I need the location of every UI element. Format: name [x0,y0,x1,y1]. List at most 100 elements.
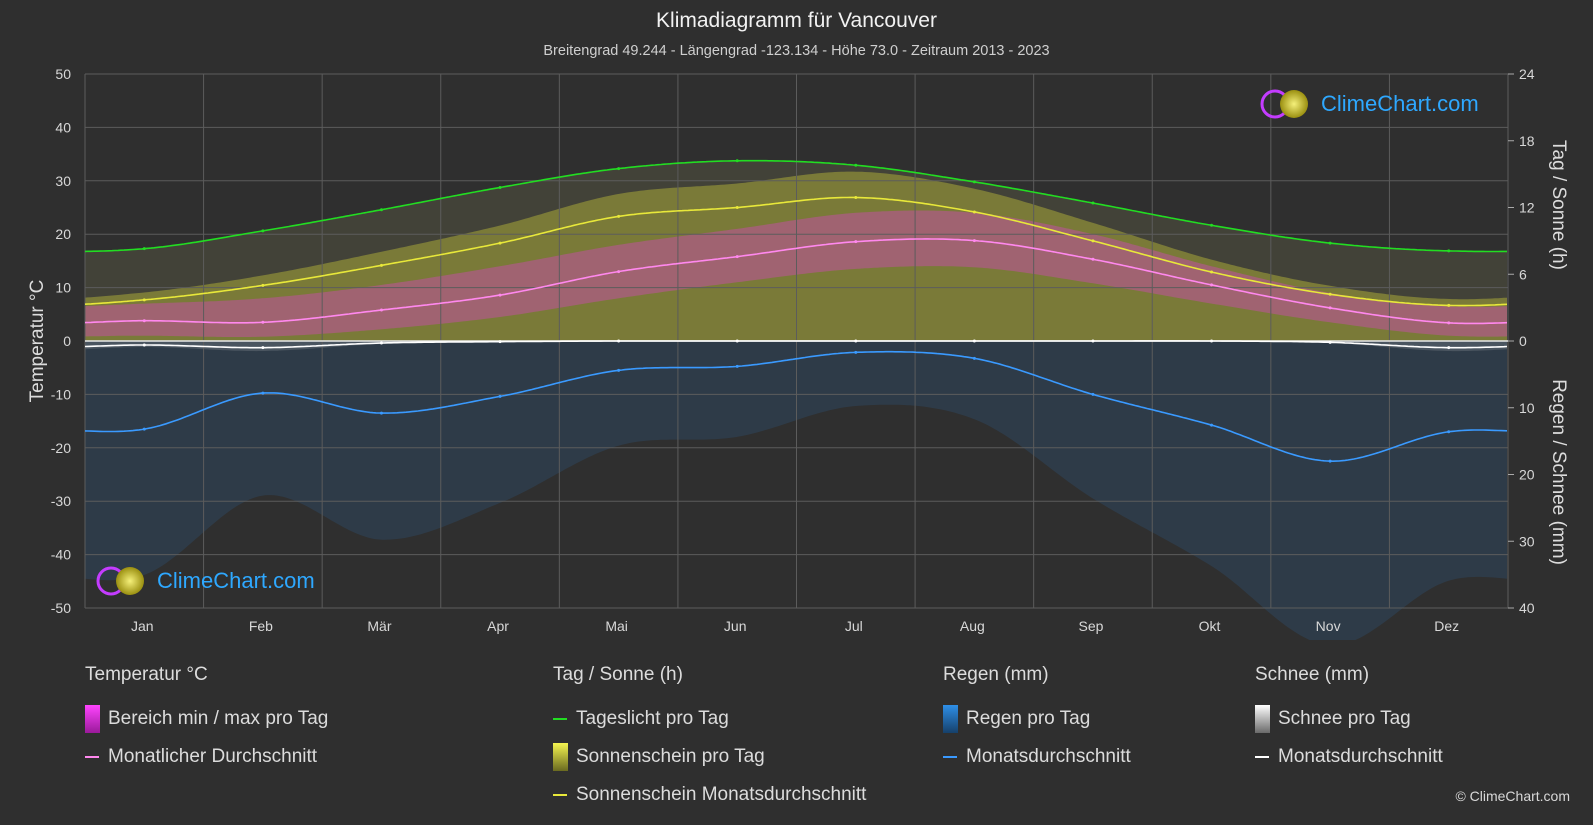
sunshine-avg-point [261,283,265,287]
legend-label: Tageslicht pro Tag [576,708,729,729]
pink-line-swatch [85,756,99,758]
daylight-point [1210,223,1214,227]
y-right-tick-label: 40 [1519,600,1535,616]
temperature-avg-point [972,239,976,243]
rain-avg-point [1447,430,1451,434]
daylight-point [735,159,739,163]
y-left-tick-label: 30 [55,173,71,189]
temperature-avg-point [379,308,383,312]
temperature-avg-point [735,255,739,259]
legend-label: Regen pro Tag [966,708,1091,729]
y-right-tick-label: 6 [1519,266,1527,282]
x-tick-label: Dez [1434,618,1459,634]
legend-heading: Regen (mm) [943,664,1049,685]
daylight-point [1447,249,1451,253]
climechart-logo-icon [1260,89,1308,119]
snow-avg-point [735,339,739,343]
climechart-logo-bottom: ClimeChart.com [95,565,315,597]
sunshine-avg-point [1447,303,1451,307]
snow-avg-point [1447,346,1451,350]
x-tick-label: Jun [724,618,747,634]
legend-label: Monatlicher Durchschnitt [108,746,318,767]
temperature-avg-line [84,238,1508,325]
daylight-point [1328,241,1332,245]
temperature-avg-point [854,240,858,244]
chart-title: Klimadiagramm für Vancouver [656,9,937,32]
legend-heading: Temperatur °C [85,664,208,685]
y-left-axis-title: Temperatur °C [27,280,48,403]
legend-snow: Schnee (mm) Schnee pro Tag Monatsdurchsc… [1255,664,1443,776]
x-tick-label: Apr [487,618,509,634]
blue-line-swatch [943,756,957,758]
y-left-tick-label: -40 [51,547,71,563]
x-tick-label: Feb [249,618,273,634]
sunshine-avg-point [1091,239,1095,243]
legend-label: Bereich min / max pro Tag [108,708,329,729]
legend-item: Monatlicher Durchschnitt [85,738,328,776]
y-right-tick-label: 24 [1519,66,1535,82]
rain-avg-point [1328,459,1332,463]
y-left-tick-label: -50 [51,600,71,616]
rain-avg-point [142,427,146,431]
x-tick-label: Aug [960,618,985,634]
x-tick-label: Nov [1316,618,1341,634]
legend-item: Regen pro Tag [943,700,1131,738]
rain-avg-point [617,368,621,372]
sunshine-avg-point [1210,270,1214,274]
x-tick-label: Jan [131,618,154,634]
rain-avg-point [735,364,739,368]
temperature-avg-point [1091,257,1095,261]
sunshine-avg-point [617,214,621,218]
y-left-tick-label: -30 [51,493,71,509]
x-tick-label: Mär [367,618,391,634]
temperature-avg-point [1447,321,1451,325]
copyright: © ClimeChart.com [1455,788,1570,804]
chart-subtitle: Breitengrad 49.244 - Längengrad -123.134… [543,43,1050,59]
rain-avg-point [1210,423,1214,427]
y-right-tick-label: 30 [1519,533,1535,549]
rain-avg-point [261,391,265,395]
snow-avg-point [379,341,383,345]
logo-text: ClimeChart.com [1321,91,1479,116]
yellow-gradient-swatch [553,743,568,771]
temperature-avg-point [1210,283,1214,287]
snow-avg-point [142,343,146,347]
daylight-point [854,163,858,167]
y-left-tick-label: -20 [51,440,71,456]
sunshine-avg-point [498,241,502,245]
snow-avg-line [84,340,1508,349]
daylight-point [498,185,502,189]
sunshine-avg-point [379,263,383,267]
legend-item: Sonnenschein Monatsdurchschnitt [553,776,866,814]
legend-item: Sonnenschein pro Tag [553,738,866,776]
rain-avg-line [84,350,1508,463]
snow-avg-point [261,346,265,350]
yellow-line-swatch [553,794,567,796]
legend-label: Sonnenschein Monatsdurchschnitt [576,784,867,805]
rain-avg-point [1091,392,1095,396]
magenta-gradient-swatch [85,705,100,733]
legend-label: Monatsdurchschnitt [966,746,1131,767]
legend-item: Tageslicht pro Tag [553,700,866,738]
y-left-tick-label: 10 [55,280,71,296]
y-right-tick-label: 10 [1519,400,1535,416]
rain-avg-point [972,356,976,360]
x-tick-label: Sep [1078,618,1103,634]
logo-text: ClimeChart.com [157,568,315,593]
daylight-point [617,167,621,171]
blue-gradient-swatch [943,705,958,733]
legend-item: Schnee pro Tag [1255,700,1443,738]
daylight-point [261,229,265,233]
y-left-tick-label: 0 [63,333,71,349]
rain-avg-point [854,350,858,354]
sunshine-avg-point [854,195,858,199]
sunshine-avg-line [84,196,1508,307]
y-right-tick-label: 20 [1519,467,1535,483]
x-tick-label: Jul [845,618,863,634]
daylight-point [142,247,146,251]
snow-avg-point [617,339,621,343]
y-right-bottom-axis-title: Regen / Schnee (mm) [1548,379,1569,565]
climate-chart: 50 40 30 20 10 0 -10 -20 -30 -40 -50 24 18 12 6 0 10 20 30… [27,66,1569,640]
daylight-line [84,159,1507,253]
snow-avg-point [1091,339,1095,343]
